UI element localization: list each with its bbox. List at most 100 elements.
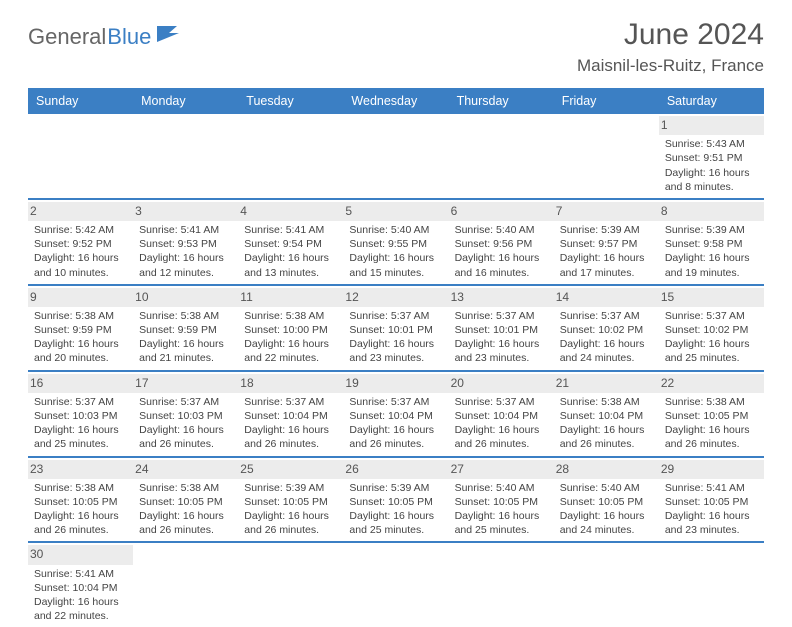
day2-text: and 21 minutes. [139,351,232,365]
day1-text: Daylight: 16 hours [560,423,653,437]
sunrise-text: Sunrise: 5:38 AM [560,395,653,409]
day1-text: Daylight: 16 hours [139,251,232,265]
sunset-text: Sunset: 10:03 PM [139,409,232,423]
calendar-cell: 12Sunrise: 5:37 AMSunset: 10:01 PMDaylig… [343,285,448,371]
day-header: Wednesday [343,88,448,114]
day2-text: and 26 minutes. [665,437,758,451]
day2-text: and 25 minutes. [34,437,127,451]
day1-text: Daylight: 16 hours [244,337,337,351]
calendar-cell: 22Sunrise: 5:38 AMSunset: 10:05 PMDaylig… [659,371,764,457]
sunset-text: Sunset: 10:04 PM [244,409,337,423]
sunset-text: Sunset: 9:57 PM [560,237,653,251]
day-number: 6 [449,202,554,221]
day-number: 18 [238,374,343,393]
calendar-cell: 9Sunrise: 5:38 AMSunset: 9:59 PMDaylight… [28,285,133,371]
day-number: 8 [659,202,764,221]
calendar-cell: 4Sunrise: 5:41 AMSunset: 9:54 PMDaylight… [238,199,343,285]
day1-text: Daylight: 16 hours [34,251,127,265]
day-header: Tuesday [238,88,343,114]
day-number: 1 [659,116,764,135]
sunrise-text: Sunrise: 5:37 AM [139,395,232,409]
calendar-cell [238,114,343,199]
day2-text: and 26 minutes. [455,437,548,451]
day1-text: Daylight: 16 hours [665,509,758,523]
calendar-cell [659,542,764,627]
day2-text: and 26 minutes. [349,437,442,451]
calendar-cell: 25Sunrise: 5:39 AMSunset: 10:05 PMDaylig… [238,457,343,543]
day-header: Saturday [659,88,764,114]
sunset-text: Sunset: 9:59 PM [139,323,232,337]
day2-text: and 26 minutes. [244,437,337,451]
calendar-cell: 1Sunrise: 5:43 AMSunset: 9:51 PMDaylight… [659,114,764,199]
day-number: 29 [659,460,764,479]
sunrise-text: Sunrise: 5:41 AM [34,567,127,581]
day-number: 28 [554,460,659,479]
day1-text: Daylight: 16 hours [560,509,653,523]
day-number: 25 [238,460,343,479]
day2-text: and 26 minutes. [139,523,232,537]
sunset-text: Sunset: 10:00 PM [244,323,337,337]
sunset-text: Sunset: 10:03 PM [34,409,127,423]
day1-text: Daylight: 16 hours [34,595,127,609]
month-title: June 2024 [577,18,764,52]
day-header: Monday [133,88,238,114]
logo-flag-icon [155,24,181,44]
day2-text: and 16 minutes. [455,266,548,280]
calendar-cell [343,542,448,627]
calendar-cell: 30Sunrise: 5:41 AMSunset: 10:04 PMDaylig… [28,542,133,627]
sunrise-text: Sunrise: 5:37 AM [455,395,548,409]
sunrise-text: Sunrise: 5:38 AM [244,309,337,323]
day2-text: and 25 minutes. [455,523,548,537]
sunrise-text: Sunrise: 5:40 AM [455,481,548,495]
day-number: 20 [449,374,554,393]
sunset-text: Sunset: 10:04 PM [349,409,442,423]
logo: GeneralBlue [28,24,181,50]
calendar-cell: 21Sunrise: 5:38 AMSunset: 10:04 PMDaylig… [554,371,659,457]
day1-text: Daylight: 16 hours [560,337,653,351]
day2-text: and 26 minutes. [139,437,232,451]
day-number: 15 [659,288,764,307]
day-number: 5 [343,202,448,221]
calendar-cell [133,542,238,627]
sunrise-text: Sunrise: 5:40 AM [349,223,442,237]
sunrise-text: Sunrise: 5:37 AM [349,395,442,409]
day2-text: and 23 minutes. [455,351,548,365]
sunrise-text: Sunrise: 5:38 AM [34,309,127,323]
day1-text: Daylight: 16 hours [665,423,758,437]
calendar-cell [28,114,133,199]
day2-text: and 26 minutes. [560,437,653,451]
sunrise-text: Sunrise: 5:37 AM [560,309,653,323]
calendar-cell: 20Sunrise: 5:37 AMSunset: 10:04 PMDaylig… [449,371,554,457]
calendar-cell: 29Sunrise: 5:41 AMSunset: 10:05 PMDaylig… [659,457,764,543]
sunset-text: Sunset: 9:52 PM [34,237,127,251]
day-number: 26 [343,460,448,479]
day1-text: Daylight: 16 hours [455,337,548,351]
day1-text: Daylight: 16 hours [560,251,653,265]
day1-text: Daylight: 16 hours [139,337,232,351]
sunrise-text: Sunrise: 5:37 AM [34,395,127,409]
calendar-cell: 7Sunrise: 5:39 AMSunset: 9:57 PMDaylight… [554,199,659,285]
sunset-text: Sunset: 10:05 PM [349,495,442,509]
day2-text: and 22 minutes. [244,351,337,365]
day1-text: Daylight: 16 hours [455,251,548,265]
calendar-cell: 10Sunrise: 5:38 AMSunset: 9:59 PMDayligh… [133,285,238,371]
sunset-text: Sunset: 10:05 PM [34,495,127,509]
sunrise-text: Sunrise: 5:41 AM [665,481,758,495]
calendar-cell: 15Sunrise: 5:37 AMSunset: 10:02 PMDaylig… [659,285,764,371]
sunset-text: Sunset: 10:05 PM [560,495,653,509]
calendar-cell [554,542,659,627]
calendar-cell: 2Sunrise: 5:42 AMSunset: 9:52 PMDaylight… [28,199,133,285]
calendar-cell: 5Sunrise: 5:40 AMSunset: 9:55 PMDaylight… [343,199,448,285]
sunrise-text: Sunrise: 5:37 AM [455,309,548,323]
sunrise-text: Sunrise: 5:40 AM [455,223,548,237]
day1-text: Daylight: 16 hours [349,251,442,265]
calendar-row: 2Sunrise: 5:42 AMSunset: 9:52 PMDaylight… [28,199,764,285]
calendar-row: 16Sunrise: 5:37 AMSunset: 10:03 PMDaylig… [28,371,764,457]
day-number: 30 [28,545,133,564]
sunrise-text: Sunrise: 5:38 AM [34,481,127,495]
sunset-text: Sunset: 10:05 PM [665,409,758,423]
sunrise-text: Sunrise: 5:41 AM [244,223,337,237]
sunset-text: Sunset: 9:58 PM [665,237,758,251]
day1-text: Daylight: 16 hours [34,337,127,351]
day2-text: and 26 minutes. [34,523,127,537]
